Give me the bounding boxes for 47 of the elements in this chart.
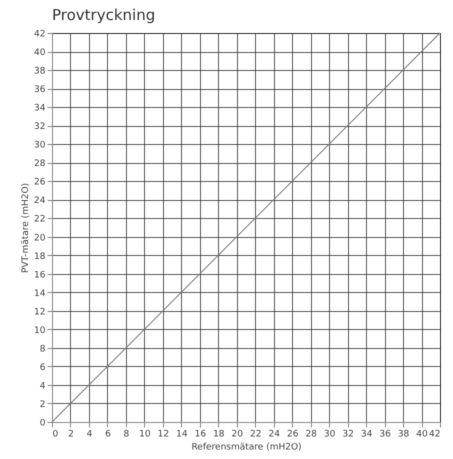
x-tick-label: 12 <box>158 430 170 440</box>
y-tick-label: 34 <box>34 104 46 114</box>
x-tick-label: 20 <box>232 430 244 440</box>
y-tick-label: 22 <box>34 214 46 225</box>
x-tick-label: 32 <box>342 430 354 440</box>
x-tick-label: 6 <box>105 430 112 440</box>
x-tick-label: 4 <box>86 430 93 440</box>
x-tick-label: 34 <box>360 430 373 440</box>
x-tick-label: 28 <box>305 430 318 440</box>
x-tick-label: 2 <box>68 430 74 440</box>
x-tick-label: 24 <box>268 430 280 440</box>
x-tick-label: 42 <box>429 430 440 440</box>
y-tick-label: 0 <box>40 418 46 428</box>
y-tick-label: 14 <box>34 288 46 299</box>
y-tick-label: 32 <box>34 122 46 132</box>
y-tick-label: 10 <box>34 326 46 336</box>
y-tick-label: 28 <box>34 159 46 170</box>
x-tick-label: 30 <box>324 430 336 440</box>
x-tick-label: 36 <box>379 430 392 440</box>
x-tick-label: 40 <box>416 430 428 440</box>
x-tick-label: 14 <box>176 430 188 440</box>
y-tick-label: 20 <box>34 233 46 244</box>
y-tick-label: 40 <box>34 48 46 58</box>
y-tick-label: 36 <box>34 85 46 96</box>
x-tick-label: 8 <box>124 430 130 440</box>
x-tick-label: 22 <box>250 430 262 440</box>
y-tick-label: 6 <box>40 362 46 373</box>
x-tick-label: 26 <box>286 430 299 440</box>
x-tick-label: 0 <box>52 430 58 440</box>
y-tick-label: 2 <box>40 400 46 410</box>
y-tick-label: 42 <box>34 30 46 40</box>
x-tick-label: 10 <box>139 430 151 440</box>
y-tick-label: 26 <box>34 178 46 188</box>
x-tick-label: 16 <box>194 430 206 440</box>
chart-title: Provtryckning <box>52 6 156 24</box>
y-tick-label: 38 <box>34 66 46 77</box>
x-tick-label: 38 <box>398 430 410 440</box>
y-tick-label: 4 <box>40 381 46 392</box>
y-tick-label: 12 <box>34 307 46 318</box>
y-tick-label: 30 <box>34 140 46 151</box>
y-tick-label: 18 <box>34 252 46 262</box>
x-axis-title: Referensmätare (mH2O) <box>191 442 302 452</box>
y-axis-title: PVT-mätare (mH2O) <box>21 182 32 274</box>
y-tick-label: 8 <box>40 344 46 354</box>
y-tick-label: 16 <box>34 270 46 280</box>
x-tick-label: 18 <box>213 430 225 440</box>
y-tick-label: 24 <box>34 196 46 206</box>
